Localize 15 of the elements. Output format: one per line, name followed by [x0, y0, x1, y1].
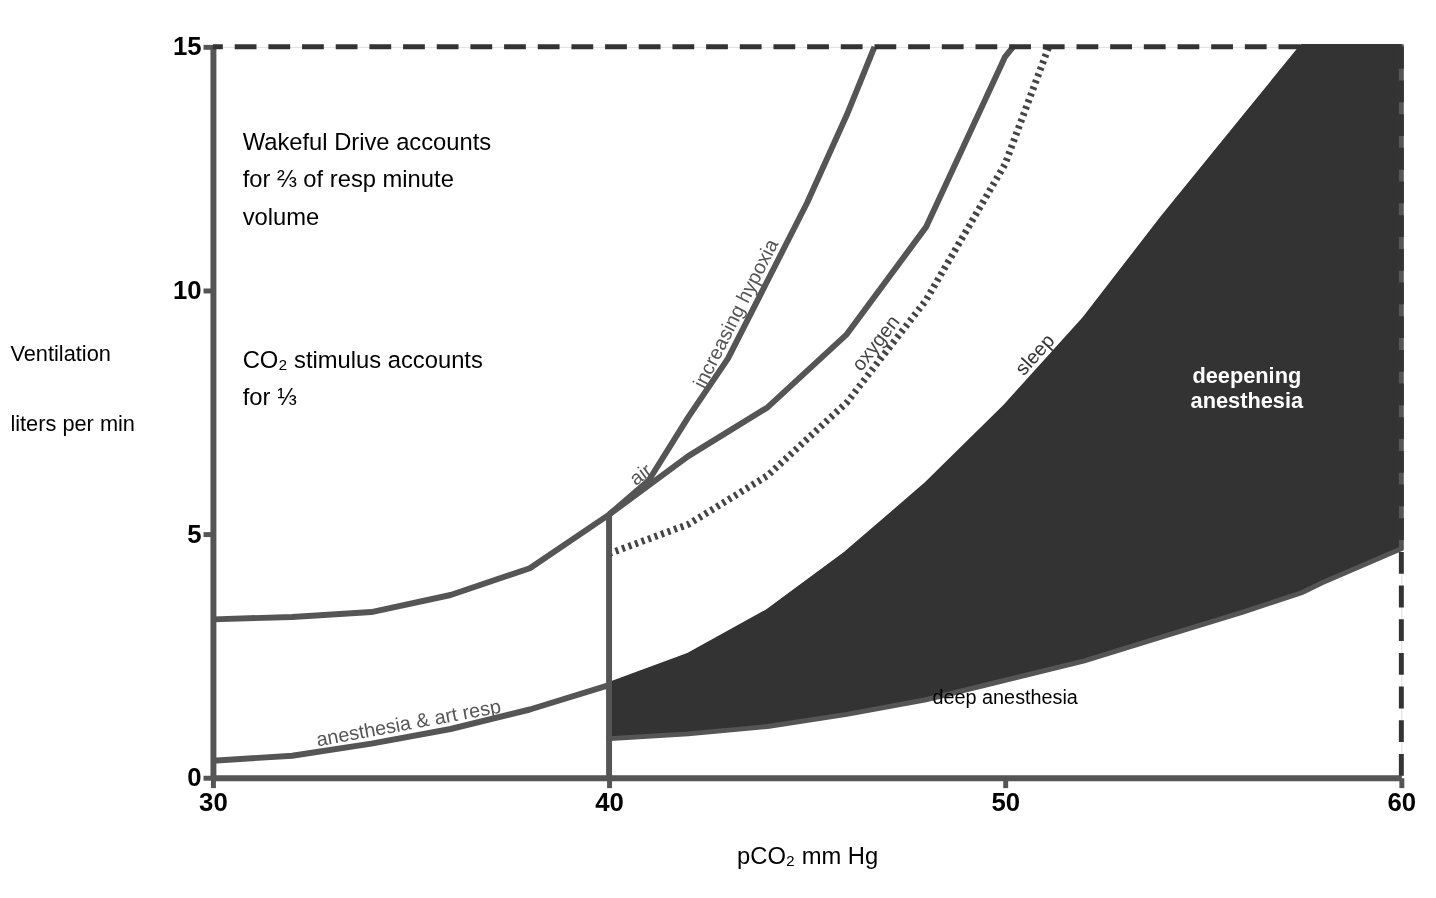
y-tick-label: 15 — [172, 32, 202, 61]
annotation: Wakeful Drive accounts for ⅔ of resp minute volume — [242, 127, 492, 231]
x-axis-title: pCO₂ mm Hg — [737, 842, 879, 870]
annotation: CO₂ stimulus accounts for ⅓ — [242, 345, 483, 411]
x-tick-label: 50 — [991, 787, 1021, 816]
x-tick-label: 40 — [595, 787, 624, 816]
annotation: deepening anesthesia — [1190, 362, 1304, 414]
x-tick-label: 60 — [1387, 787, 1417, 816]
y-tick-label: 0 — [187, 763, 202, 792]
y-tick-label: 10 — [172, 275, 202, 304]
text: anesthesia & art resp — [314, 694, 503, 751]
y-tick-label: 5 — [187, 519, 202, 548]
x-tick-label: 30 — [199, 787, 228, 816]
text: Ventilation liters per min — [10, 341, 135, 436]
text: air — [625, 458, 657, 490]
